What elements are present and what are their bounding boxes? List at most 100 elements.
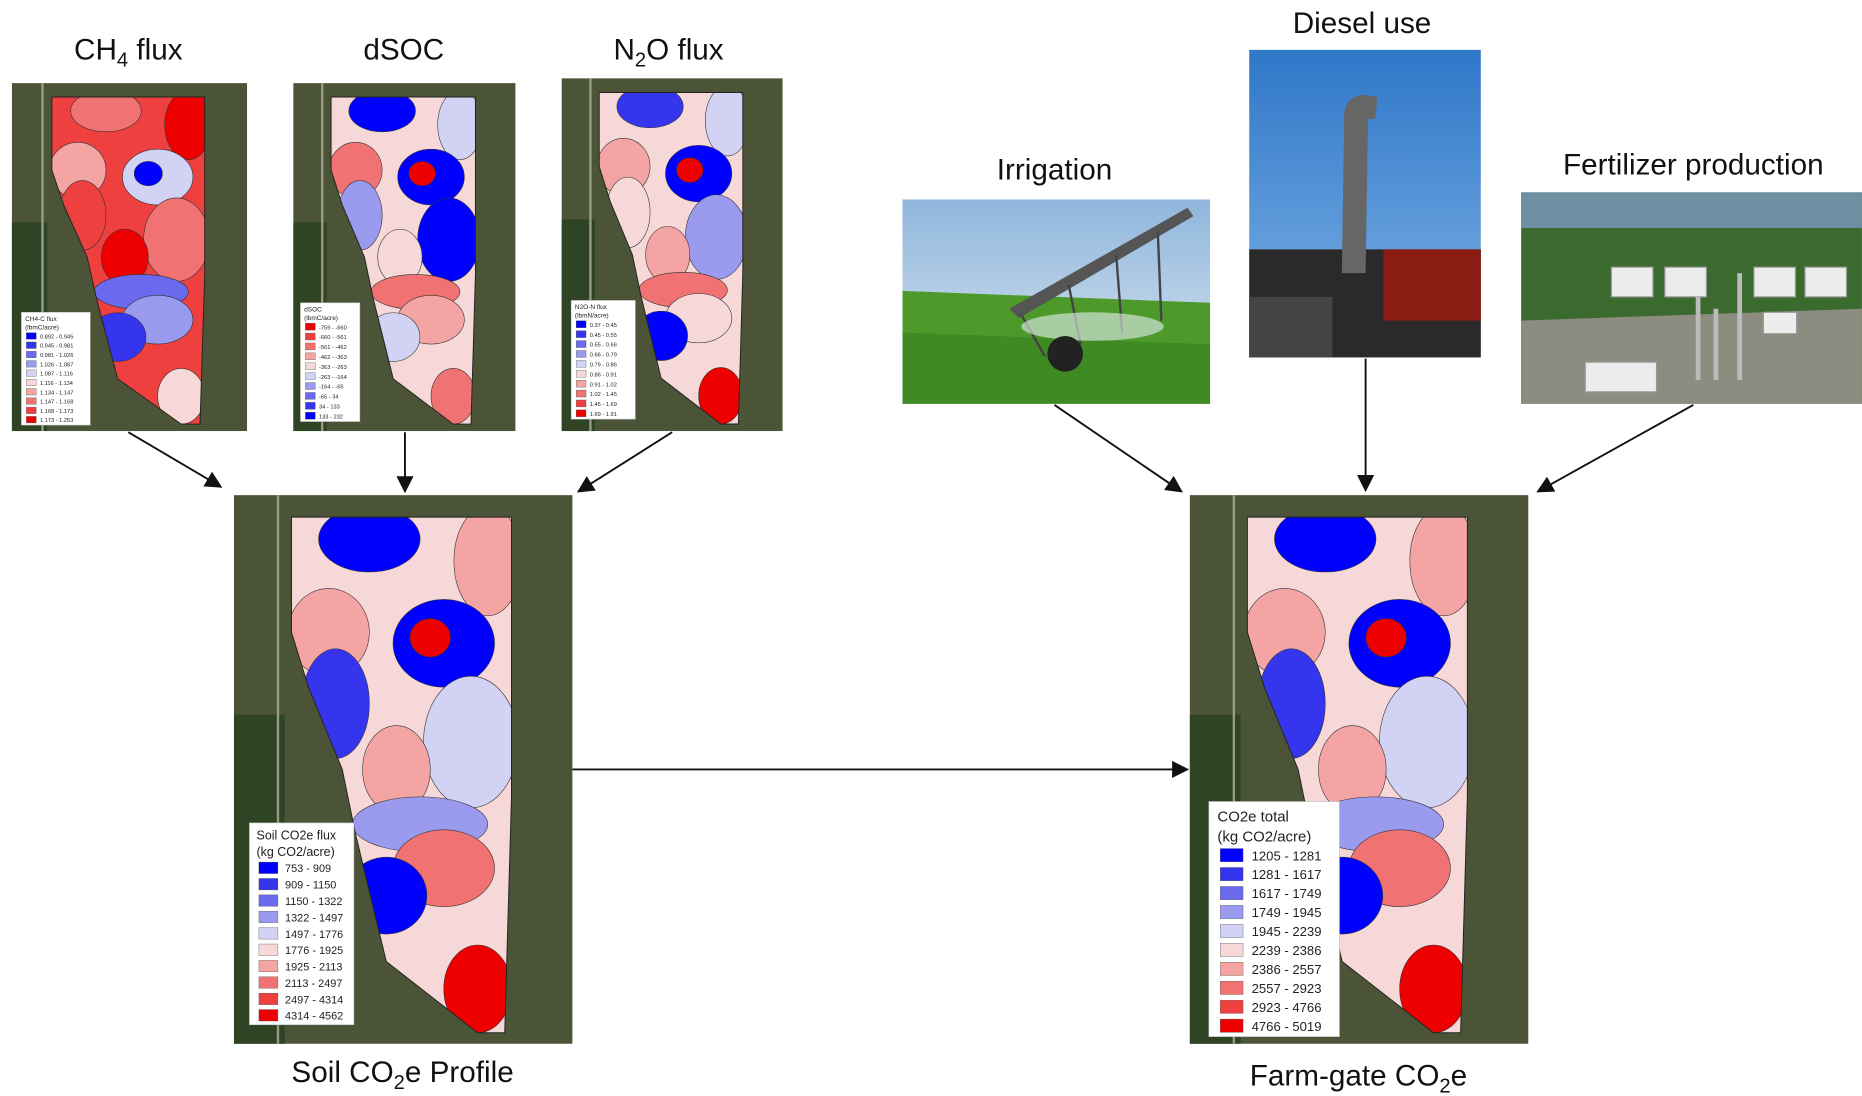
panel-title: N2O flux [613,33,723,71]
legend-swatch [259,878,278,889]
panel-title: dSOC [363,33,444,66]
panel-title: Farm-gate CO2e [1250,1059,1467,1096]
zone [134,161,162,185]
title-text: CH [74,33,117,66]
legend-entry: 1945 - 2239 [1252,924,1322,939]
photo-title: Fertilizer production [1563,149,1824,182]
legend-entry: 1749 - 1945 [1252,905,1322,920]
legend-entry: 0.37 - 0.45 [590,323,617,329]
irrigation-photo [903,199,1211,403]
legend-swatch [1220,849,1243,862]
legend-swatch [259,862,278,873]
legend-swatch [1220,867,1243,880]
legend-swatch [259,977,278,988]
panel-title: Soil CO2e Profile [291,1056,513,1094]
title-text: flux [128,33,183,66]
legend-swatch [305,402,315,409]
legend-swatch [26,398,36,405]
legend-entry: 1776 - 1925 [285,945,343,957]
title-text: dSOC [363,33,444,66]
legend-swatch [1220,943,1243,956]
legend-entry: 1617 - 1749 [1252,886,1322,901]
legend-title: (lbmN/acre) [575,313,609,320]
legend-swatch [305,363,315,370]
legend-swatch [1220,981,1243,994]
legend-title: CO2e total [1217,808,1288,825]
legend-swatch [576,390,586,397]
legend-title: Soil CO2e flux [257,829,337,843]
panel-title: CH4 flux [74,33,183,71]
legend-swatch [576,321,586,328]
title-subscript: 2 [635,49,646,71]
title-text: N [613,33,634,66]
legend-entry: 2557 - 2923 [1252,981,1322,996]
legend-swatch [305,323,315,330]
legend-entry: 0.945 - 0.981 [40,344,73,350]
legend-title: (kg CO2/acre) [257,845,335,859]
legend-entry: 34 - 133 [319,404,340,410]
legend-entry: 1322 - 1497 [285,912,343,924]
legend-swatch [1220,1000,1243,1013]
legend-title: (kg CO2/acre) [1217,828,1311,845]
legend-entry: 0.86 - 0.91 [590,372,617,378]
legend-swatch [305,353,315,360]
title-text: e [1451,1059,1468,1092]
zone [410,619,451,657]
legend-swatch [576,360,586,367]
legend-entry: 0.79 - 0.86 [590,363,617,369]
legend-title: (lbmC/acre) [304,315,338,322]
legend-swatch [26,388,36,395]
legend-entry: -65 - 34 [319,395,339,401]
legend-entry: 2497 - 4314 [285,994,343,1006]
legend-swatch [259,993,278,1004]
title-text: e Profile [405,1056,514,1089]
diagram: IrrigationDiesel useFertilizer productio… [0,0,1862,1096]
legend-entry: 0.981 - 1.026 [40,353,73,359]
legend-entry: -462 - -363 [319,355,347,361]
legend-entry: 753 - 909 [285,863,331,875]
legend-swatch [305,383,315,390]
legend-swatch [26,379,36,386]
legend-entry: 1.134 - 1.147 [40,390,73,396]
zone [677,158,704,183]
fertilizer-photo [1521,192,1862,403]
title-subscript: 2 [394,1072,405,1094]
legend-entry: 1.026 - 1.087 [40,362,73,368]
title-subscript: 4 [117,49,128,71]
legend-entry: 0.66 - 0.79 [590,353,617,359]
title-subscript: 2 [1439,1075,1450,1096]
field-map: dSOC(lbmC/acre)-759 - -660-660 - -561-56… [293,83,515,431]
legend-entry: -164 - -65 [319,385,344,391]
legend-swatch [26,416,36,423]
legend-entry: 1497 - 1776 [285,929,343,941]
legend-swatch [26,351,36,358]
legend-swatch [1220,1019,1243,1032]
legend-entry: 133 - 232 [319,414,343,420]
field-map: Soil CO2e flux(kg CO2/acre)753 - 909909 … [234,495,572,1044]
legend-title: N2O-N flux [575,304,608,311]
legend-entry: 1925 - 2113 [285,962,342,974]
legend-swatch [1220,962,1243,975]
photo-title: Irrigation [997,153,1112,186]
legend-entry: 1150 - 1322 [285,896,342,908]
title-text: Soil CO [291,1056,393,1089]
legend-swatch [259,944,278,955]
zone [144,198,210,282]
legend-entry: 2923 - 4766 [1252,1000,1322,1015]
legend-entry: 1.69 - 1.91 [590,412,617,418]
field-map: N2O-N flux (lbmN/acre) 0.37 - 0.45 0.45 - 0… [562,78,783,431]
legend-entry: 0.892 - 0.945 [40,334,73,340]
legend-entry: 0.45 - 0.55 [590,333,617,339]
legend-entry: 2239 - 2386 [1252,943,1322,958]
legend-swatch [576,380,586,387]
legend-swatch [576,410,586,417]
zone [1379,676,1474,808]
legend-entry: -660 - -561 [319,335,347,341]
zone [409,161,436,185]
legend-swatch [26,407,36,414]
legend-title: CH4-C flux [25,316,57,323]
legend-entry: 2113 - 2497 [285,978,342,990]
legend-entry: 0.55 - 0.66 [590,343,617,349]
legend-entry: 4766 - 5019 [1252,1019,1322,1034]
